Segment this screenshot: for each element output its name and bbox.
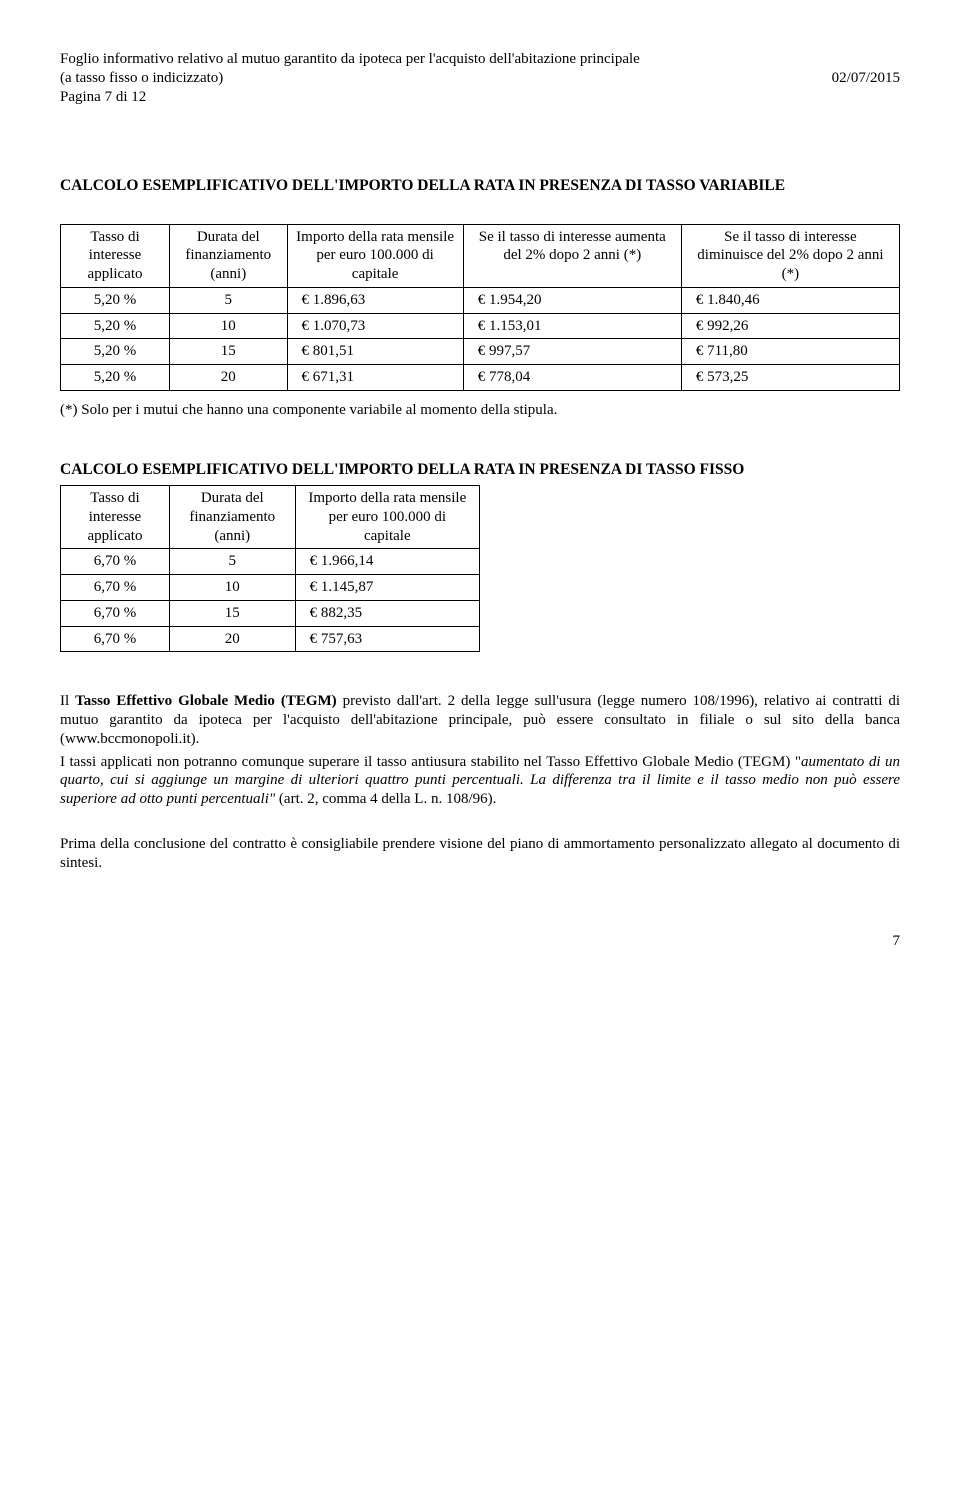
header-date: 02/07/2015 [832, 69, 900, 88]
table-variable-rate: Tasso di interesse applicato Durata del … [60, 224, 900, 391]
table-cell: 15 [170, 339, 287, 365]
table-row: 6,70 %20€ 757,63 [61, 626, 480, 652]
table-cell: 10 [169, 575, 295, 601]
table-row: 6,70 %5€ 1.966,14 [61, 549, 480, 575]
col-header-rate: Tasso di interesse applicato [61, 224, 170, 287]
table-cell: € 1.840,46 [681, 287, 899, 313]
paragraph-antiusura: I tassi applicati non potranno comunque … [60, 753, 900, 809]
table-cell: 6,70 % [61, 549, 170, 575]
col-header-duration: Durata del finanziamento (anni) [170, 224, 287, 287]
table-cell: € 997,57 [463, 339, 681, 365]
paragraph-tegm: Il Tasso Effettivo Globale Medio (TEGM) … [60, 692, 900, 748]
table-cell: € 1.153,01 [463, 313, 681, 339]
table-cell: € 711,80 [681, 339, 899, 365]
table-cell: € 992,26 [681, 313, 899, 339]
section1-title: CALCOLO ESEMPLIFICATIVO DELL'IMPORTO DEL… [60, 176, 900, 195]
table-cell: 5,20 % [61, 287, 170, 313]
table-cell: € 1.145,87 [295, 575, 479, 601]
para2-b: (art. 2, comma 4 della L. n. 108/96). [279, 791, 496, 807]
table-cell: € 573,25 [681, 365, 899, 391]
table-cell: 20 [170, 365, 287, 391]
table-header-row: Tasso di interesse applicato Durata del … [61, 224, 900, 287]
col-header-import: Importo della rata mensile per euro 100.… [287, 224, 463, 287]
header-line1: Foglio informativo relativo al mutuo gar… [60, 50, 900, 69]
table-cell: 15 [169, 600, 295, 626]
table-row: 5,20 %20€ 671,31€ 778,04€ 573,25 [61, 365, 900, 391]
col-header-rate: Tasso di interesse applicato [61, 486, 170, 549]
para1-pre: Il [60, 693, 75, 709]
table-cell: 6,70 % [61, 575, 170, 601]
table-cell: 5 [170, 287, 287, 313]
page-number: 7 [60, 932, 900, 951]
table-cell: 5,20 % [61, 313, 170, 339]
table-cell: € 778,04 [463, 365, 681, 391]
table-cell: 5,20 % [61, 365, 170, 391]
para1-bold: Tasso Effettivo Globale Medio (TEGM) [75, 693, 337, 709]
para2-a: I tassi applicati non potranno comunque … [60, 754, 795, 770]
paragraph-advice: Prima della conclusione del contratto è … [60, 835, 900, 873]
col-header-import: Importo della rata mensile per euro 100.… [295, 486, 479, 549]
table-cell: 5,20 % [61, 339, 170, 365]
table-cell: 5 [169, 549, 295, 575]
table-cell: € 882,35 [295, 600, 479, 626]
table-row: 6,70 %15€ 882,35 [61, 600, 480, 626]
table-cell: € 1.070,73 [287, 313, 463, 339]
table-cell: 20 [169, 626, 295, 652]
table-cell: € 757,63 [295, 626, 479, 652]
table-fixed-rate: Tasso di interesse applicato Durata del … [60, 485, 480, 652]
table-header-row: Tasso di interesse applicato Durata del … [61, 486, 480, 549]
table-cell: € 1.896,63 [287, 287, 463, 313]
header-page-info: Pagina 7 di 12 [60, 88, 900, 107]
table-row: 6,70 %10€ 1.145,87 [61, 575, 480, 601]
header-line2-left: (a tasso fisso o indicizzato) [60, 69, 223, 88]
col-header-increase: Se il tasso di interesse aumenta del 2% … [463, 224, 681, 287]
table-cell: € 801,51 [287, 339, 463, 365]
table-cell: € 1.966,14 [295, 549, 479, 575]
section2-title: CALCOLO ESEMPLIFICATIVO DELL'IMPORTO DEL… [60, 460, 900, 479]
doc-header: Foglio informativo relativo al mutuo gar… [60, 50, 900, 106]
table-row: 5,20 %15€ 801,51€ 997,57€ 711,80 [61, 339, 900, 365]
section1-note: (*) Solo per i mutui che hanno una compo… [60, 401, 900, 420]
table-cell: € 671,31 [287, 365, 463, 391]
table-cell: 6,70 % [61, 600, 170, 626]
table-cell: 10 [170, 313, 287, 339]
table-row: 5,20 %5€ 1.896,63€ 1.954,20€ 1.840,46 [61, 287, 900, 313]
col-header-decrease: Se il tasso di interesse diminuisce del … [681, 224, 899, 287]
col-header-duration: Durata del finanziamento (anni) [169, 486, 295, 549]
table-cell: € 1.954,20 [463, 287, 681, 313]
table-cell: 6,70 % [61, 626, 170, 652]
table-row: 5,20 %10€ 1.070,73€ 1.153,01€ 992,26 [61, 313, 900, 339]
